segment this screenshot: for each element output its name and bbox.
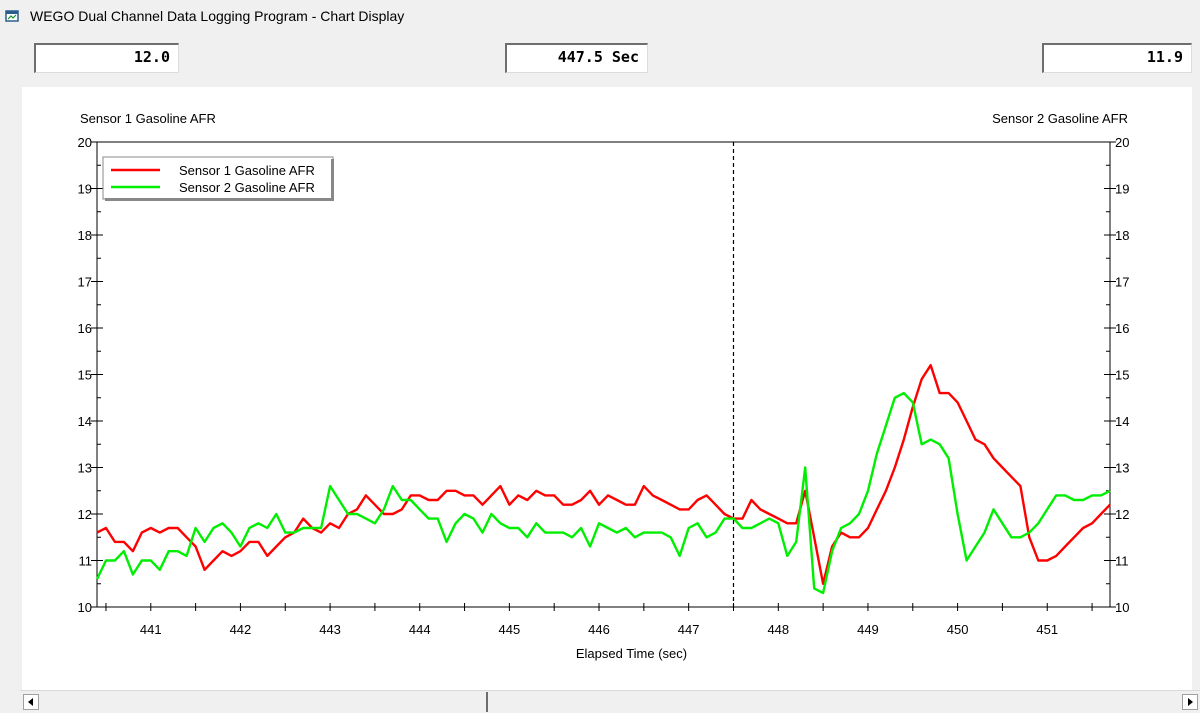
elapsed-time-readout: 447.5 Sec (505, 43, 648, 73)
y-tick-label-left: 19 (78, 182, 92, 197)
x-tick-label: 445 (499, 622, 521, 637)
x-axis-label: Elapsed Time (sec) (576, 646, 687, 661)
legend-label-sensor2: Sensor 2 Gasoline AFR (179, 180, 315, 195)
y-axis-label-right: Sensor 2 Gasoline AFR (992, 111, 1128, 126)
y-tick-label-right: 12 (1115, 507, 1129, 522)
sensor1-value-readout: 12.0 (34, 43, 179, 73)
chart-area[interactable]: 10 10 11 11 12 12 13 13 14 14 15 15 16 16 17 17 18 18 19 19… (22, 87, 1192, 690)
y-tick-label-left: 18 (78, 228, 92, 243)
x-tick-label: 449 (857, 622, 879, 637)
arrow-left-icon (28, 698, 33, 706)
y-tick-label-right: 14 (1115, 414, 1129, 429)
y-axis-label-left: Sensor 1 Gasoline AFR (80, 111, 216, 126)
y-tick-label-left: 14 (78, 414, 92, 429)
app-icon (5, 10, 19, 22)
legend-label-sensor1: Sensor 1 Gasoline AFR (179, 163, 315, 178)
x-tick-label: 451 (1036, 622, 1058, 637)
x-tick-label: 448 (767, 622, 789, 637)
y-tick-label-left: 10 (78, 600, 92, 615)
scroll-right-button[interactable] (1182, 694, 1198, 710)
horizontal-scrollbar[interactable] (20, 690, 1200, 713)
scroll-left-button[interactable] (23, 694, 39, 710)
y-tick-label-right: 20 (1115, 135, 1129, 150)
legend-shadow-bottom (105, 198, 334, 201)
x-tick-label: 442 (230, 622, 252, 637)
afr-chart[interactable]: 10 10 11 11 12 12 13 13 14 14 15 15 16 16 17 17 18 18 19 19… (22, 87, 1192, 690)
y-tick-label-right: 19 (1115, 182, 1129, 197)
y-tick-label-left: 15 (78, 368, 92, 383)
legend-box (102, 156, 334, 200)
arrow-right-icon (1188, 698, 1193, 706)
scrollbar-thumb[interactable] (476, 692, 488, 712)
series-line-sensor1 (96, 364, 1111, 585)
plot-frame (96, 141, 1111, 608)
y-tick-label-left: 11 (79, 554, 93, 569)
y-tick-label-right: 18 (1115, 228, 1129, 243)
legend-shadow-right (331, 159, 334, 201)
y-tick-label-right: 11 (1115, 554, 1129, 569)
x-tick-label: 443 (319, 622, 341, 637)
y-tick-label-right: 15 (1115, 368, 1129, 383)
x-tick-label: 447 (678, 622, 700, 637)
y-tick-label-right: 16 (1115, 321, 1129, 336)
window-title: WEGO Dual Channel Data Logging Program -… (30, 8, 405, 24)
x-tick-label: 450 (947, 622, 969, 637)
y-tick-label-left: 16 (78, 321, 92, 336)
x-tick-label: 446 (588, 622, 610, 637)
y-tick-label-left: 13 (78, 461, 92, 476)
y-tick-label-left: 17 (78, 275, 92, 290)
y-tick-label-right: 17 (1115, 275, 1129, 290)
series-line-sensor2 (95, 391, 1111, 595)
y-tick-label-left: 20 (78, 135, 92, 150)
y-tick-label-left: 12 (78, 507, 92, 522)
y-tick-label-right: 13 (1115, 461, 1129, 476)
sensor2-value-readout: 11.9 (1042, 43, 1192, 73)
title-bar: WEGO Dual Channel Data Logging Program -… (0, 0, 1200, 32)
x-tick-label: 441 (140, 622, 162, 637)
y-tick-label-right: 10 (1115, 600, 1129, 615)
x-tick-label: 444 (409, 622, 431, 637)
